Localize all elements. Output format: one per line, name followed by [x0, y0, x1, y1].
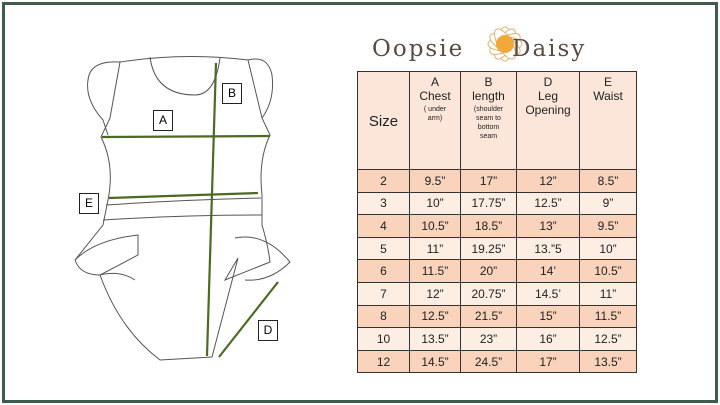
table-cell: 21.5”	[460, 304, 517, 329]
table-cell: 9”	[579, 191, 637, 216]
table-cell: 9.5”	[579, 214, 637, 238]
arrow-e	[108, 191, 259, 200]
table-row: 12 14.5” 24.5” 17” 13.5”	[357, 349, 637, 374]
table-cell: 13”	[516, 214, 580, 238]
table-row: 8 12.5” 21.5” 15” 11.5”	[357, 304, 637, 329]
table-cell: 13.5”	[409, 327, 461, 351]
table-cell: 11.5”	[579, 304, 637, 329]
table-row: 2 9.5” 17” 12” 8.5”	[357, 169, 637, 193]
label-e: E	[79, 193, 99, 214]
table-row: 6 11.5” 20” 14’ 10.5”	[357, 259, 637, 283]
header-note: ( under arm)	[423, 106, 447, 122]
header-letter: E	[603, 75, 612, 89]
table-cell: 14’	[516, 259, 580, 283]
table-cell: 13.5”	[579, 349, 637, 374]
header-leg-opening: D Leg Opening	[516, 71, 580, 170]
table-row: 4 10.5” 18.5” 13” 9.5”	[357, 214, 637, 238]
table-cell: 12	[357, 349, 410, 374]
logo-text-left: Oopsie	[372, 36, 465, 62]
table-cell: 11”	[579, 281, 637, 306]
table-cell: 10.5”	[579, 259, 637, 283]
table-cell: 18.5”	[460, 214, 517, 238]
table-cell: 19.25”	[460, 236, 517, 261]
table-row: 5 11” 19.25” 13.”5 10”	[357, 236, 637, 261]
table-cell: 3	[357, 191, 410, 216]
table-cell: 11.5”	[409, 259, 461, 283]
table-cell: 8.5”	[579, 169, 637, 193]
table-cell: 24.5”	[460, 349, 517, 374]
table-cell: 12.5”	[516, 191, 580, 216]
table-cell: 10	[357, 327, 410, 351]
brand-logo: Oopsie Daisy	[372, 22, 612, 70]
label-b: B	[222, 83, 242, 104]
table-cell: 2	[357, 169, 410, 193]
table-cell: 5	[357, 236, 410, 261]
header-chest: A Chest ( under arm)	[409, 71, 461, 170]
header-name: Chest	[419, 89, 451, 103]
table-cell: 9.5”	[409, 169, 461, 193]
table-cell: 15”	[516, 304, 580, 329]
header-name: Waist	[593, 89, 623, 103]
daisy-icon	[487, 26, 523, 62]
label-a: A	[153, 110, 173, 131]
table-row: 3 10” 17.75” 12.5” 9”	[357, 191, 637, 216]
table-cell: 20.75”	[460, 281, 517, 306]
header-waist: E Waist	[579, 71, 637, 170]
header-letter: D	[543, 75, 553, 89]
table-cell: 16”	[516, 327, 580, 351]
header-letter: A	[430, 75, 439, 89]
header-size: Size	[357, 71, 410, 170]
table-cell: 17”	[460, 169, 517, 193]
table-cell: 10”	[409, 191, 461, 216]
table-cell: 6	[357, 259, 410, 283]
table-cell: 7	[357, 281, 410, 306]
arrow-a	[101, 134, 271, 139]
onesie-outline	[74, 55, 271, 361]
table-cell: 17.75”	[460, 191, 517, 216]
table-cell: 20”	[460, 259, 517, 283]
table-cell: 4	[357, 214, 410, 238]
header-note: (shoulder seam to bottom seam	[473, 106, 504, 140]
table-cell: 12”	[409, 281, 461, 306]
label-d: D	[258, 320, 278, 341]
table-cell: 12.5”	[579, 327, 637, 351]
table-cell: 10”	[579, 236, 637, 261]
header-name: length	[472, 89, 505, 103]
table-cell: 14.5”	[409, 349, 461, 374]
table-cell: 12.5”	[409, 304, 461, 329]
onesie-diagram	[74, 55, 291, 361]
arrow-d	[218, 281, 279, 358]
table-cell: 10.5”	[409, 214, 461, 238]
table-cell: 17”	[516, 349, 580, 374]
header-name: Leg Opening	[525, 89, 571, 117]
table-cell: 11”	[409, 236, 461, 261]
table-cell: 14.5’	[516, 281, 580, 306]
table-row: 10 13.5” 23” 16” 12.5”	[357, 327, 637, 351]
header-letter: B	[484, 75, 493, 89]
arrow-b	[205, 62, 218, 357]
logo-text-right: Daisy	[512, 36, 587, 62]
table-cell: 13.”5	[516, 236, 580, 261]
table-row: 7 12” 20.75” 14.5’ 11”	[357, 281, 637, 306]
table-cell: 12”	[516, 169, 580, 193]
table-cell: 8	[357, 304, 410, 329]
table-cell: 23”	[460, 327, 517, 351]
